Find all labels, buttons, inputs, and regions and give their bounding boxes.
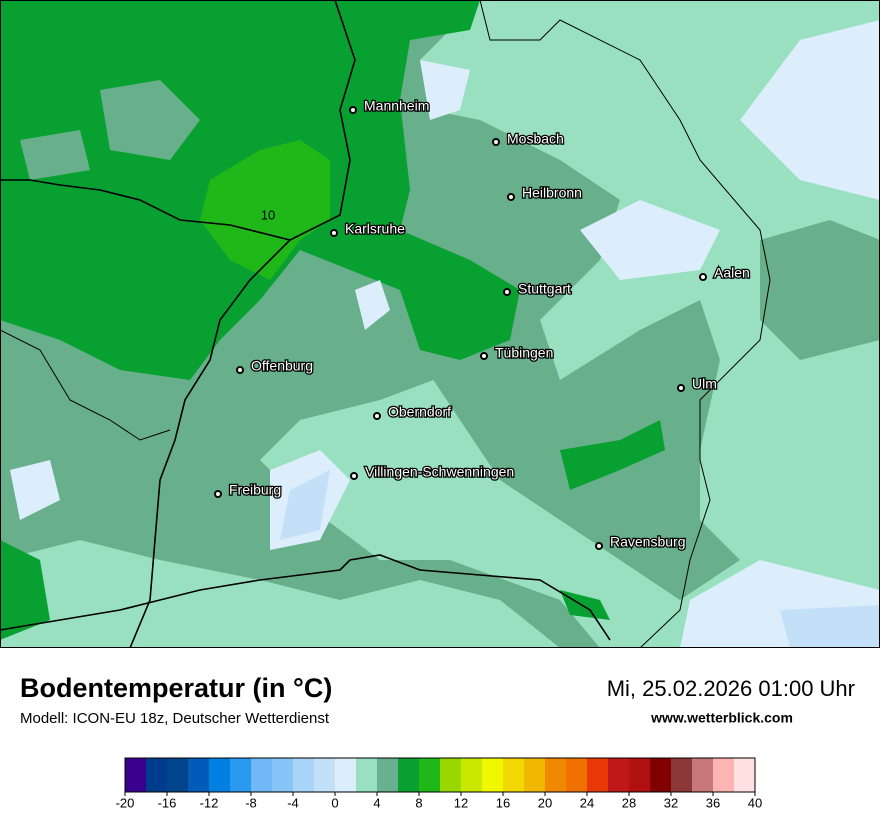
title: Bodentemperatur (in °C) <box>20 673 332 703</box>
color-box <box>230 758 251 792</box>
tick-label: 24 <box>580 795 594 810</box>
tick-label: 12 <box>454 795 468 810</box>
color-box <box>671 758 692 792</box>
color-box <box>608 758 629 792</box>
tick-label: 36 <box>706 795 720 810</box>
bright-green-region <box>200 140 330 280</box>
city-dot <box>507 193 515 201</box>
color-box <box>524 758 545 792</box>
color-box <box>650 758 671 792</box>
website: www.wetterblick.com <box>650 710 793 726</box>
tick-label: 28 <box>622 795 636 810</box>
color-box <box>188 758 209 792</box>
city-dot <box>214 490 222 498</box>
tick-label: 40 <box>748 795 762 810</box>
medium-green-region <box>760 220 880 360</box>
mint-region <box>0 540 560 648</box>
datetime: Mi, 25.02.2026 01:00 Uhr <box>607 676 855 701</box>
contour-label: 10 <box>261 207 275 222</box>
city-dot <box>699 273 707 281</box>
color-box <box>209 758 230 792</box>
city-label: Offenburg <box>251 358 313 374</box>
state-border <box>479 0 771 648</box>
city-dot <box>350 472 358 480</box>
tick-label: -12 <box>200 795 219 810</box>
city-label: Oberndorf <box>388 404 451 420</box>
border <box>0 554 611 641</box>
city-label: Aalen <box>714 265 750 281</box>
city-dot <box>492 138 500 146</box>
city-label: Ulm <box>692 376 717 392</box>
tick-label: -4 <box>287 795 299 810</box>
color-box <box>356 758 377 792</box>
color-box <box>713 758 734 792</box>
map: 10 Mannheim Mosbach Heilbronn Karlsruhe … <box>0 0 880 648</box>
state-border <box>0 329 171 441</box>
mint-region <box>260 0 880 648</box>
light-blue-region <box>10 20 880 648</box>
color-box <box>293 758 314 792</box>
city-label: Tübingen <box>495 345 553 361</box>
dark-green-region <box>0 420 665 640</box>
cities: Mannheim Mosbach Heilbronn Karlsruhe Aal… <box>214 96 751 551</box>
color-box <box>146 758 167 792</box>
color-box <box>167 758 188 792</box>
color-box <box>734 758 755 792</box>
color-box <box>461 758 482 792</box>
city-dot <box>595 542 603 550</box>
medium-green-region <box>410 120 740 600</box>
color-box <box>125 758 146 792</box>
city-label: Freiburg <box>229 482 281 498</box>
border <box>0 0 356 241</box>
tick-label: 32 <box>664 795 678 810</box>
color-box <box>335 758 356 792</box>
city-label: Mosbach <box>507 131 564 147</box>
footer: Bodentemperatur (in °C) Modell: ICON-EU … <box>20 673 855 810</box>
city-dot <box>480 352 488 360</box>
tick-label: 4 <box>373 795 380 810</box>
city-label: Mannheim <box>364 98 429 114</box>
color-box <box>398 758 419 792</box>
city-label: Villingen-Schwenningen <box>365 464 514 480</box>
color-box <box>419 758 440 792</box>
color-box <box>566 758 587 792</box>
medium-green-region <box>20 80 200 180</box>
color-box <box>587 758 608 792</box>
color-box <box>251 758 272 792</box>
color-box <box>482 758 503 792</box>
tick-label: -16 <box>158 795 177 810</box>
tick-label: -20 <box>116 795 135 810</box>
city-label: Karlsruhe <box>345 221 405 237</box>
tick-label: -8 <box>245 795 257 810</box>
tick-label: 20 <box>538 795 552 810</box>
city-label: Heilbronn <box>522 185 582 201</box>
city-dot <box>349 106 357 114</box>
colorbar: -20 -16 -12 -8 -4 0 4 8 12 16 20 24 28 32 36 40 <box>116 757 762 810</box>
city-dot <box>373 412 381 420</box>
model: Modell: ICON-EU 18z, Deutscher Wetterdie… <box>20 710 330 727</box>
city-dot <box>503 288 511 296</box>
city-label: Ravensburg <box>610 534 686 550</box>
color-box <box>314 758 335 792</box>
color-box <box>545 758 566 792</box>
color-box <box>503 758 524 792</box>
city-dot <box>236 366 244 374</box>
tick-label: 0 <box>331 795 338 810</box>
tick-label: 8 <box>415 795 422 810</box>
color-box <box>440 758 461 792</box>
colorbar-frame <box>124 757 756 793</box>
city-label: Stuttgart <box>518 281 571 297</box>
pale-blue-region <box>280 470 880 648</box>
tick-label: 16 <box>496 795 510 810</box>
color-box <box>272 758 293 792</box>
color-box <box>692 758 713 792</box>
border <box>129 239 291 648</box>
color-box <box>629 758 650 792</box>
city-dot <box>330 229 338 237</box>
color-box <box>377 758 398 792</box>
city-dot <box>677 384 685 392</box>
